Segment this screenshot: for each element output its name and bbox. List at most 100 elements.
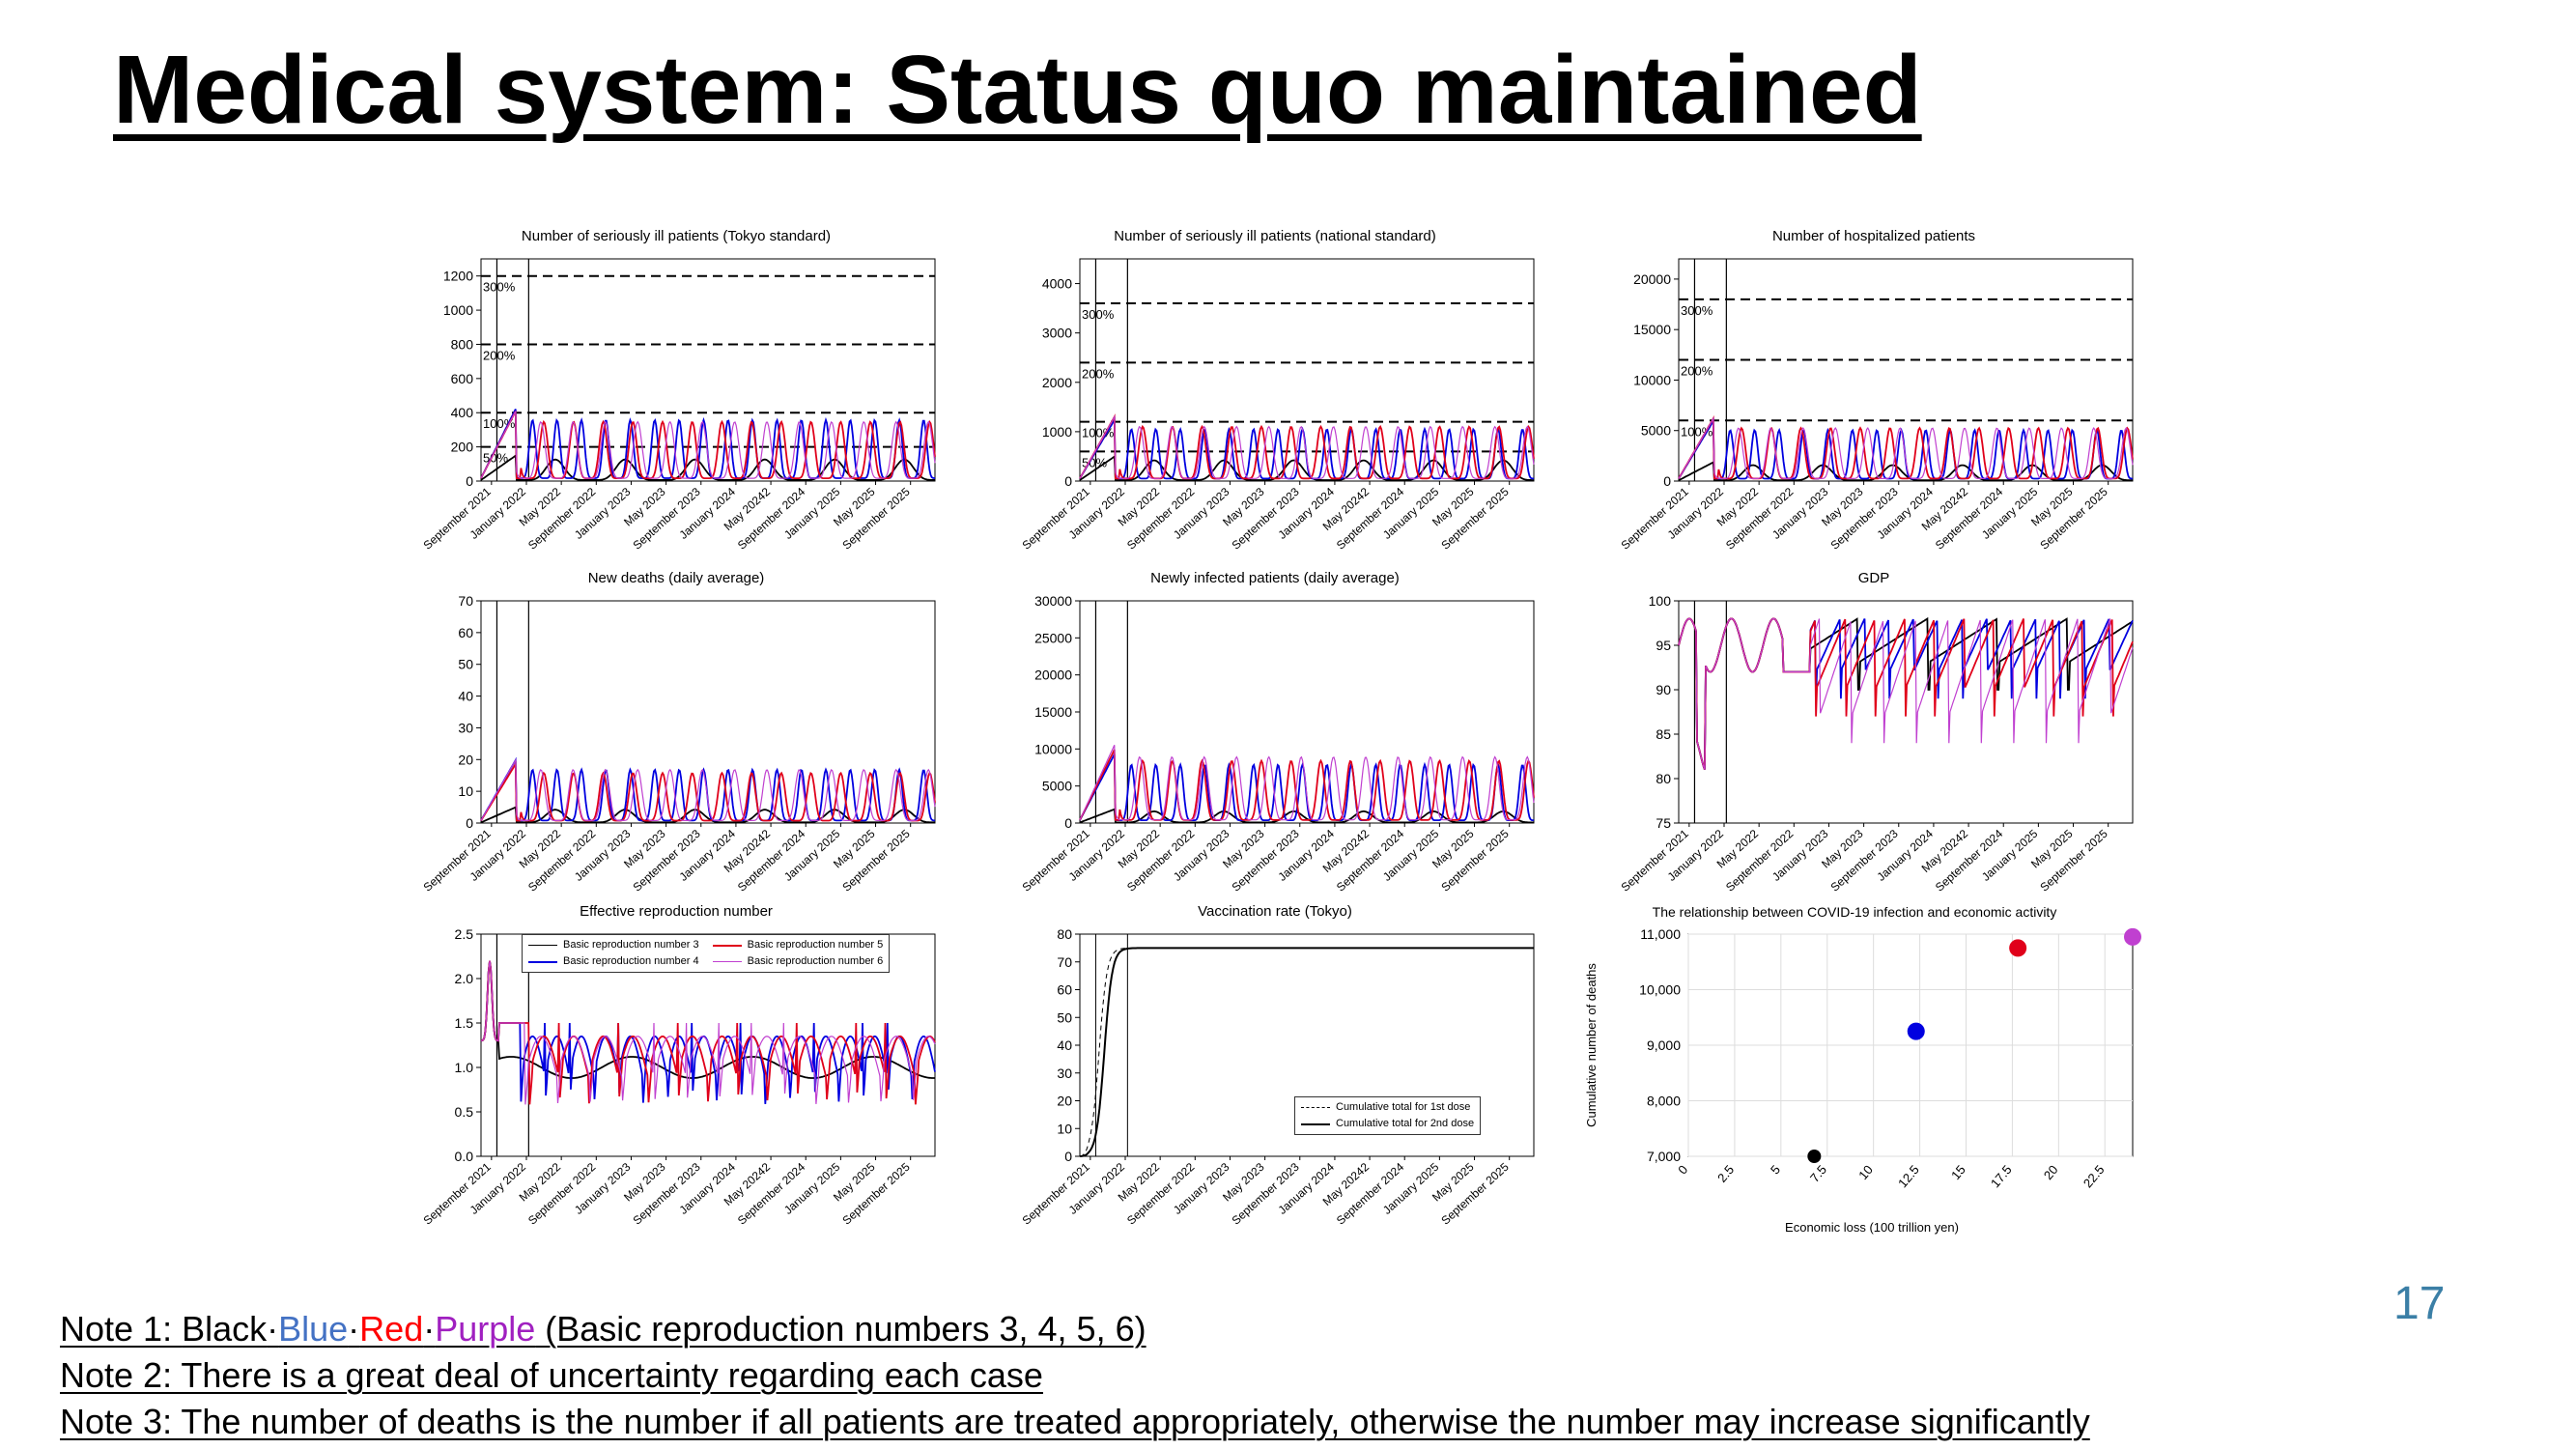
series-line-black	[1079, 455, 1534, 481]
legend-label: Cumulative total for 1st dose	[1336, 1101, 1471, 1113]
chart-title: Number of seriously ill patients (Tokyo …	[521, 228, 832, 244]
y-tick-label: 2000	[1042, 375, 1072, 390]
y-tick-label: 40	[458, 689, 473, 704]
series-line-red	[480, 960, 936, 1105]
y-tick-label: 7,000	[1647, 1149, 1681, 1164]
note-1-suffix: (Basic reproduction numbers 3, 4, 5, 6)	[535, 1309, 1146, 1349]
y-tick-label: 2.0	[455, 971, 474, 986]
chart-title: Vaccination rate (Tokyo)	[1198, 903, 1352, 920]
note-3: Note 3: The number of deaths is the numb…	[60, 1402, 2090, 1441]
scatter-point-black	[1807, 1150, 1822, 1163]
note-1: Note 1: Black·Blue·Red·Purple (Basic rep…	[60, 1306, 2090, 1352]
y-tick-label: 70	[458, 593, 473, 609]
y-tick-label: 10	[1057, 1121, 1072, 1136]
chart-title: Effective reproduction number	[580, 903, 773, 920]
y-tick-label: 1200	[443, 269, 473, 284]
y-tick-label: 0.5	[455, 1104, 474, 1120]
capacity-label: 200%	[1082, 366, 1115, 381]
series-line-black	[480, 806, 935, 824]
series-line-black	[480, 453, 935, 481]
legend-label: Cumulative total for 2nd dose	[1336, 1118, 1475, 1129]
y-tick-label: 20000	[1034, 668, 1072, 683]
plot-frame	[1678, 258, 2134, 482]
x-tick-label: 2.5	[1714, 1162, 1737, 1184]
y-tick-label: 20000	[1633, 271, 1671, 287]
chart-new-infected: 050001000015000200002500030000September …	[1020, 593, 1535, 895]
y-tick-label: 95	[1656, 638, 1671, 653]
y-tick-label: 0	[1064, 473, 1072, 489]
y-tick-label: 1.5	[455, 1015, 474, 1031]
chart-panel-vaccination: Vaccination rate (Tokyo) 0 10 20 30 40 50 60 70…	[1005, 903, 1545, 1232]
series-line-red	[1079, 413, 1535, 480]
y-tick-label: 0	[1064, 815, 1072, 831]
series-line-red	[1678, 617, 2134, 770]
capacity-label: 300%	[1082, 307, 1115, 322]
y-tick-label: 0	[1064, 1149, 1072, 1164]
y-tick-label: 10000	[1633, 372, 1671, 387]
y-tick-label: 15000	[1633, 322, 1671, 337]
capacity-label: 100%	[1082, 426, 1115, 440]
note-1-black: Black	[182, 1309, 268, 1349]
legend-label: Basic reproduction number 4	[563, 955, 699, 967]
y-tick-label: 0	[466, 473, 473, 489]
series-line-red	[1678, 415, 2134, 480]
y-tick-label: 200	[451, 440, 474, 455]
legend-item: Basic reproduction number 3	[528, 937, 699, 953]
series-line-purple	[480, 411, 936, 479]
note-1-dot: ·	[423, 1309, 436, 1349]
note-1-red: Red	[359, 1309, 424, 1349]
page-number: 17	[2393, 1278, 2446, 1329]
y-tick-label: 75	[1656, 815, 1671, 831]
capacity-label: 200%	[483, 348, 516, 362]
chart-panel-effective-r: Effective reproduction number 0.0 0.5 1.0 1…	[406, 903, 947, 1232]
x-tick-label: 7.5	[1807, 1162, 1829, 1184]
series-line-purple	[1079, 414, 1535, 479]
y-tick-label: 600	[451, 371, 474, 386]
y-tick-label: 90	[1656, 682, 1671, 697]
note-1-dot: ·	[267, 1309, 279, 1349]
note-1-prefix: Note 1:	[60, 1309, 183, 1349]
chart-title: Number of seriously ill patients (nation…	[1114, 228, 1436, 244]
y-tick-label: 800	[451, 336, 474, 352]
y-tick-label: 0	[466, 815, 473, 831]
legend-swatch	[528, 960, 557, 963]
capacity-label: 200%	[1681, 364, 1713, 379]
series-line-black	[1079, 808, 1534, 824]
chart-panel-new-infected: Newly infected patients (daily average) …	[1005, 570, 1545, 898]
note-1-purple: Purple	[435, 1309, 536, 1349]
note-2: Note 2: There is a great deal of uncerta…	[60, 1355, 1043, 1395]
y-tick-label: 0	[1663, 473, 1671, 489]
chart-title: Number of hospitalized patients	[1771, 228, 1976, 244]
chart-title: GDP	[1857, 570, 1890, 586]
y-tick-label: 20	[458, 752, 473, 767]
chart-panel-new-deaths: New deaths (daily average) 0 10 20 30 40 50 60…	[406, 570, 947, 898]
legend-item: Cumulative total for 1st dose	[1301, 1099, 1474, 1116]
y-tick-label: 85	[1656, 726, 1671, 742]
x-axis-label: Economic loss (100 trillion yen)	[1785, 1220, 1959, 1235]
x-tick-label: 10	[1855, 1162, 1876, 1182]
y-tick-label: 25000	[1034, 630, 1072, 645]
y-tick-label: 30000	[1034, 593, 1072, 609]
series-line-purple	[480, 757, 936, 821]
x-tick-label: 5	[1768, 1162, 1783, 1177]
y-tick-label: 5000	[1042, 779, 1072, 794]
chart-panel-national-severe: Number of seriously ill patients (nation…	[1005, 228, 1545, 566]
series-line-black	[480, 960, 935, 1079]
series-line-black	[1678, 461, 2133, 482]
legend-vaccination: Cumulative total for 1st dose Cumulative…	[1294, 1096, 1482, 1135]
y-tick-label: 10	[458, 783, 473, 799]
x-tick-label: 22.5	[2081, 1162, 2108, 1190]
y-tick-label: 10,000	[1639, 982, 1681, 998]
chart-panel-tokyo-severe: Number of seriously ill patients (Tokyo …	[406, 228, 947, 566]
x-tick-label: 17.5	[1988, 1162, 2015, 1190]
y-tick-label: 100	[1649, 593, 1672, 609]
legend-effective-r: Basic reproduction number 3 Basic reprod…	[522, 934, 891, 973]
legend-item: Cumulative total for 2nd dose	[1301, 1116, 1474, 1132]
legend-label: Basic reproduction number 6	[747, 955, 884, 967]
